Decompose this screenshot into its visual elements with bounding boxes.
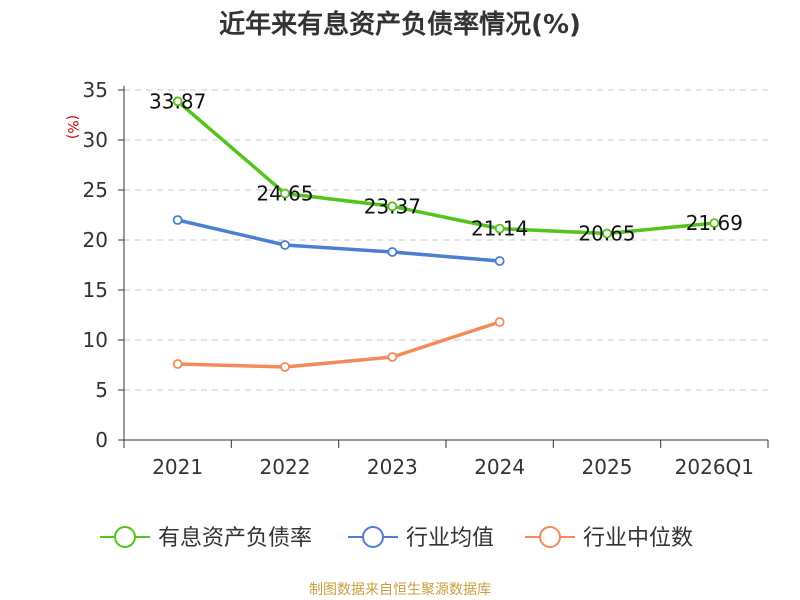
x-tick-label: 2026Q1 (675, 455, 754, 479)
grid-lines (124, 89, 768, 391)
data-labels: 33.87 24.65 23.37 21.14 20.65 21.69 (149, 89, 743, 245)
series-line-2 (175, 320, 502, 369)
y-axis-label: (%) (64, 115, 80, 139)
y-tick-label: 15 (83, 278, 108, 302)
data-point[interactable] (280, 240, 290, 250)
legend-label: 有息资产负债率 (158, 526, 312, 551)
data-point[interactable] (172, 359, 183, 369)
y-tick-label: 35 (83, 78, 108, 102)
legend-marker (362, 526, 384, 548)
data-label: 23.37 (364, 194, 421, 218)
legend-label: 行业中位数 (583, 526, 693, 551)
x-tick-label: 2024 (474, 455, 525, 479)
data-point[interactable] (494, 256, 505, 266)
legend-item-2[interactable]: 行业中位数 (525, 526, 693, 551)
source-note: 制图数据来自恒生聚源数据库 (309, 582, 491, 598)
data-point[interactable] (172, 96, 183, 107)
data-point[interactable] (494, 317, 505, 327)
legend[interactable]: 有息资产负债率 行业均值 行业中位数 (100, 526, 693, 551)
x-tick-label: 2025 (582, 455, 633, 479)
legend-marker (114, 526, 136, 548)
y-tick-label: 5 (95, 378, 108, 402)
data-point[interactable] (494, 223, 505, 234)
data-point[interactable] (387, 352, 398, 362)
y-tick-label: 0 (95, 428, 108, 452)
y-tick-label: 25 (83, 178, 108, 202)
data-point[interactable] (280, 188, 290, 199)
data-point[interactable] (172, 215, 183, 225)
x-tick-label: 2021 (152, 455, 203, 479)
x-axis-ticks: 2021 2022 2023 2024 2025 2026Q1 (123, 440, 769, 479)
data-point[interactable] (387, 247, 398, 257)
y-tick-label: 30 (83, 128, 108, 152)
series-line-1 (175, 218, 502, 263)
legend-label: 行业均值 (406, 526, 494, 551)
data-point[interactable] (602, 228, 612, 239)
y-tick-label: 10 (83, 328, 108, 352)
chart-title: 近年来有息资产负债率情况(%) (219, 9, 581, 40)
legend-item-0[interactable]: 有息资产负债率 (100, 526, 312, 551)
series-line-0 (175, 99, 717, 236)
series-group (172, 96, 720, 372)
y-axis-ticks: 0 5 10 15 20 25 30 35 (83, 78, 124, 452)
data-label: 24.65 (256, 182, 313, 206)
data-point[interactable] (709, 218, 720, 229)
data-point[interactable] (280, 362, 290, 372)
y-tick-label: 20 (83, 228, 108, 252)
data-point[interactable] (387, 201, 398, 212)
data-label: 33.87 (149, 89, 206, 113)
legend-item-1[interactable]: 行业均值 (348, 526, 494, 551)
data-label: 21.69 (686, 211, 743, 235)
legend-marker (539, 526, 561, 548)
data-label: 21.14 (471, 217, 528, 241)
x-tick-label: 2023 (367, 455, 418, 479)
x-tick-label: 2022 (260, 455, 311, 479)
data-label: 20.65 (578, 222, 635, 246)
